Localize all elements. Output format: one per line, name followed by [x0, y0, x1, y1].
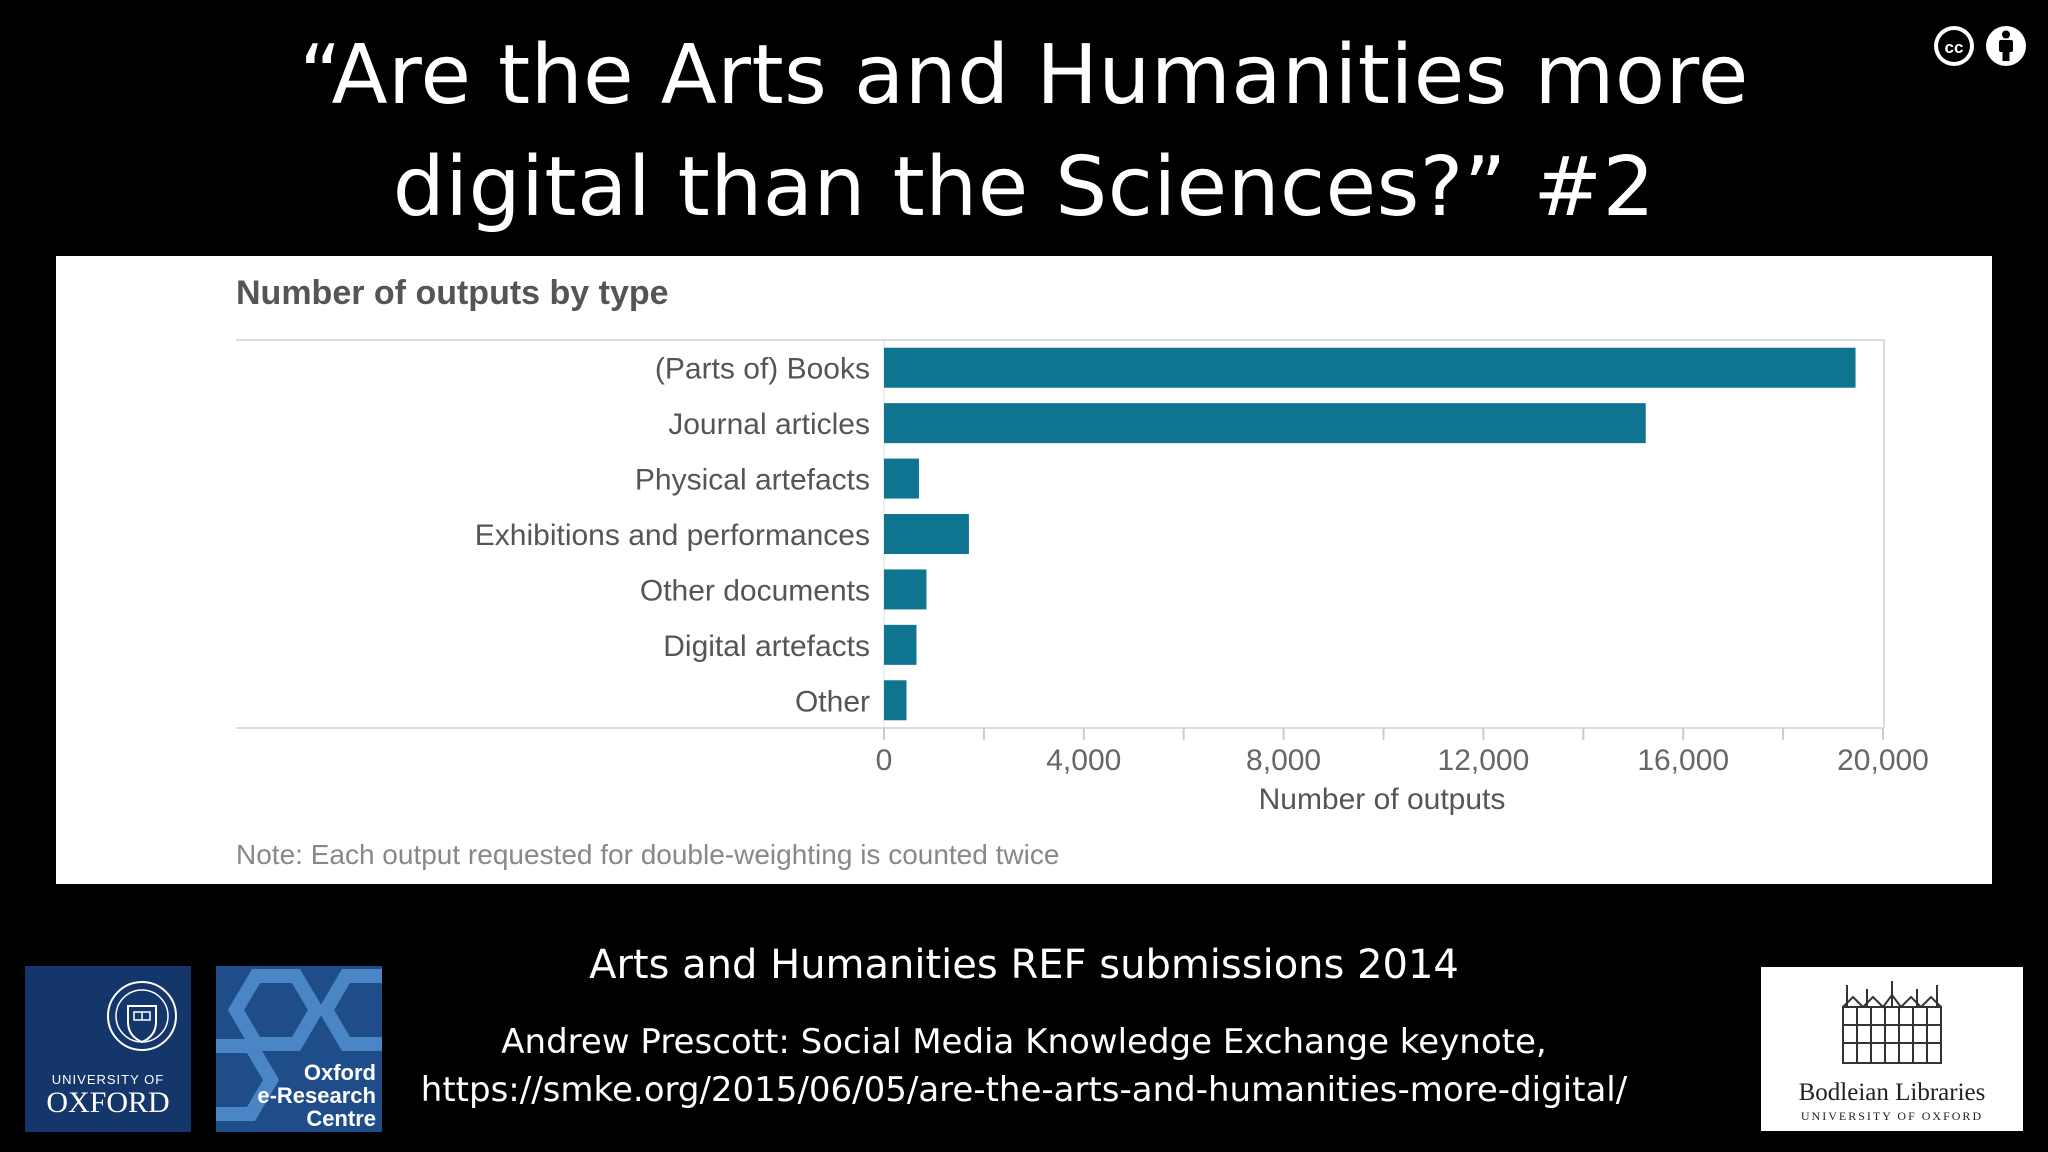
- caption-source-link[interactable]: https://smke.org/2015/06/05/are-the-arts…: [420, 1070, 1628, 1110]
- category-label-5: Other documents: [640, 574, 870, 607]
- oerc-logo: Oxford e-Research Centre: [216, 966, 382, 1132]
- chart-title: Number of outputs by type: [236, 274, 669, 312]
- attribution-icon: [1986, 26, 2026, 66]
- bar-5: [884, 569, 927, 610]
- x-tick-label-6: 20,000: [1837, 744, 1929, 777]
- oxford-logo: UNIVERSITY OF OXFORD: [25, 966, 191, 1132]
- svg-text:cc: cc: [1945, 38, 1964, 57]
- bodleian-logo-line-2: UNIVERSITY OF OXFORD: [1800, 1109, 1984, 1123]
- oerc-logo-text: Oxford e-Research Centre: [257, 1061, 376, 1130]
- category-label-7: Other: [795, 685, 870, 718]
- chart-note: Note: Each output requested for double-w…: [236, 839, 1059, 870]
- category-label-6: Digital artefacts: [663, 630, 870, 663]
- slide-title-line-1: “Are the Arts and Humanities more: [299, 28, 1749, 123]
- hexagon-pattern-icon: [216, 969, 382, 1121]
- library-building-icon: [1842, 981, 1942, 1064]
- category-label-4: Exhibitions and performances: [475, 519, 870, 552]
- oxford-crest-icon: [107, 981, 177, 1051]
- oerc-logo-line-1: Oxford: [303, 1060, 376, 1085]
- cc-icon: cc: [1934, 26, 1974, 66]
- category-label-1: (Parts of) Books: [655, 353, 870, 386]
- category-label-3: Physical artefacts: [635, 464, 870, 497]
- license-icons: cc: [1932, 24, 2028, 68]
- bar-1: [884, 347, 1856, 388]
- x-tick-label-1: 0: [876, 744, 893, 777]
- x-tick-label-4: 12,000: [1438, 744, 1530, 777]
- oerc-logo-line-2: e-Research: [257, 1083, 376, 1108]
- x-axis-label: Number of outputs: [1259, 783, 1506, 816]
- x-tick-label-3: 8,000: [1246, 744, 1321, 777]
- bar-3: [884, 458, 919, 499]
- bar-4: [884, 514, 969, 554]
- bar-chart: Number of outputs by type (Parts of) Boo…: [236, 274, 1929, 870]
- oxford-logo-line-2: OXFORD: [46, 1086, 170, 1119]
- oerc-logo-line-3: Centre: [306, 1106, 376, 1131]
- category-label-2: Journal articles: [668, 408, 870, 441]
- bodleian-logo: Bodleian Libraries UNIVERSITY OF OXFORD: [1761, 967, 2023, 1131]
- bar-6: [884, 624, 917, 665]
- slide-title: “Are the Arts and Humanities more digita…: [0, 20, 2048, 244]
- bar-7: [884, 680, 907, 721]
- x-tick-label-5: 16,000: [1637, 744, 1729, 777]
- chart-panel: Number of outputs by type (Parts of) Boo…: [56, 256, 1992, 884]
- slide-title-line-2: digital than the Sciences?” #2: [392, 140, 1656, 235]
- oxford-logo-line-1: UNIVERSITY OF: [51, 1072, 165, 1087]
- x-tick-label-2: 4,000: [1046, 744, 1121, 777]
- bar-2: [884, 403, 1646, 444]
- caption-main: Arts and Humanities REF submissions 2014: [589, 942, 1459, 988]
- caption-source-line-1: Andrew Prescott: Social Media Knowledge …: [501, 1022, 1547, 1062]
- bodleian-logo-line-1: Bodleian Libraries: [1798, 1079, 1986, 1106]
